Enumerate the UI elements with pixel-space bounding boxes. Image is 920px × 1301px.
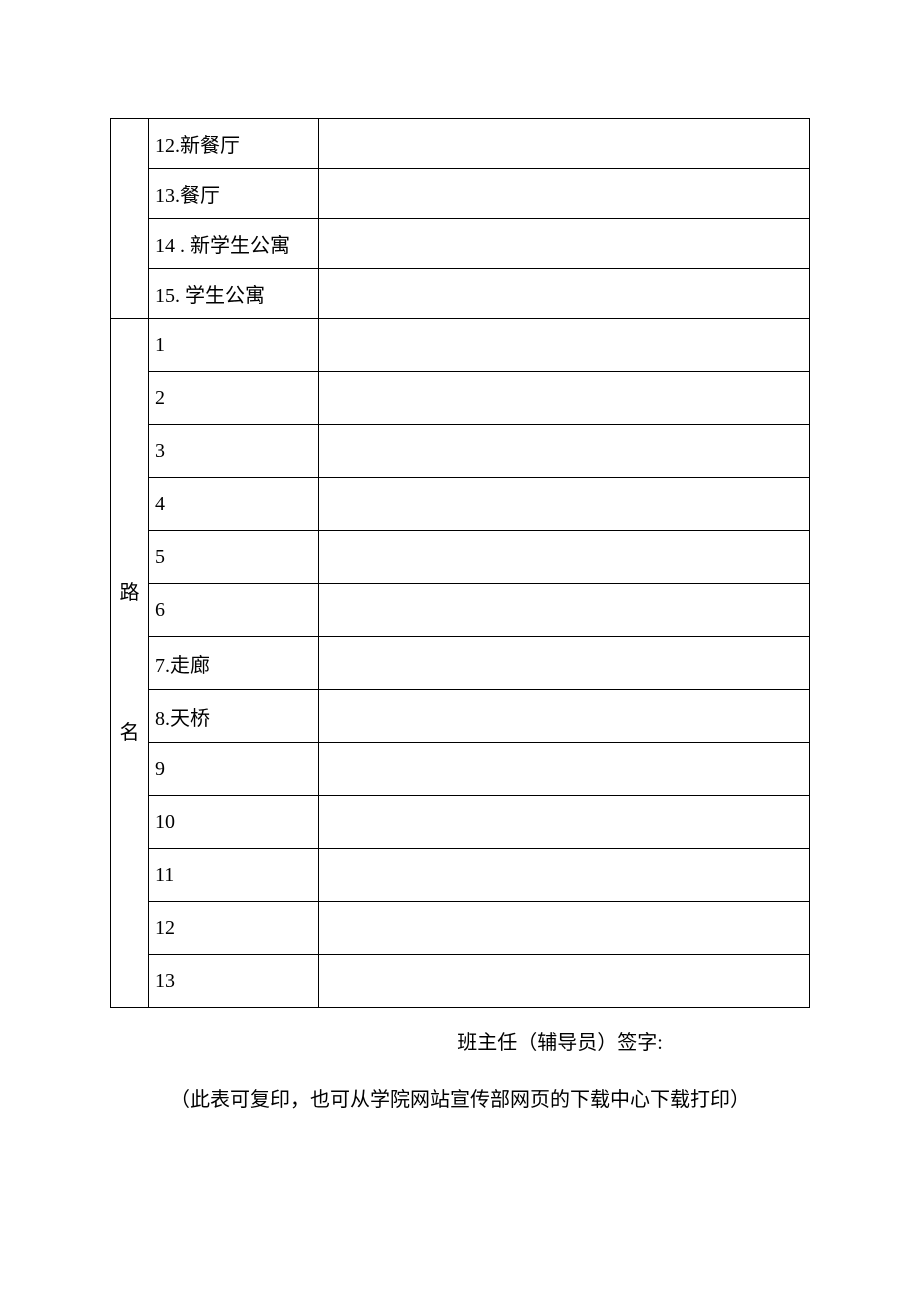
table-row: 7.走廊 xyxy=(111,637,810,690)
section2-label-cell: 2 xyxy=(149,372,319,425)
section2-label-cell: 1 xyxy=(149,319,319,372)
section2-label-cell: 8.天桥 xyxy=(149,690,319,743)
section1-label-cell: 15. 学生公寓 xyxy=(149,269,319,319)
form-page: 12.新餐厅 13.餐厅 14 . 新学生公寓 15. 学生公寓 路 名 1 xyxy=(110,118,810,1112)
table-row: 2 xyxy=(111,372,810,425)
table-row: 路 名 1 xyxy=(111,319,810,372)
table-row: 12 xyxy=(111,902,810,955)
section2-label-cell: 12 xyxy=(149,902,319,955)
section2-label-cell: 13 xyxy=(149,955,319,1008)
form-table: 12.新餐厅 13.餐厅 14 . 新学生公寓 15. 学生公寓 路 名 1 xyxy=(110,118,810,1008)
section1-value-cell[interactable] xyxy=(319,119,810,169)
table-row: 13 xyxy=(111,955,810,1008)
table-row: 13.餐厅 xyxy=(111,169,810,219)
section2-value-cell[interactable] xyxy=(319,637,810,690)
section2-value-cell[interactable] xyxy=(319,319,810,372)
section2-label-cell: 10 xyxy=(149,796,319,849)
table-row: 3 xyxy=(111,425,810,478)
table-row: 11 xyxy=(111,849,810,902)
section2-label-cell: 3 xyxy=(149,425,319,478)
table-row: 14 . 新学生公寓 xyxy=(111,219,810,269)
table-row: 12.新餐厅 xyxy=(111,119,810,169)
section2-value-cell[interactable] xyxy=(319,743,810,796)
section2-label-cell: 9 xyxy=(149,743,319,796)
table-row: 15. 学生公寓 xyxy=(111,269,810,319)
vertical-label-text: 路 名 xyxy=(120,582,140,744)
section1-value-cell[interactable] xyxy=(319,269,810,319)
table-row: 4 xyxy=(111,478,810,531)
section2-label-cell: 7.走廊 xyxy=(149,637,319,690)
table-row: 6 xyxy=(111,584,810,637)
section2-label-cell: 11 xyxy=(149,849,319,902)
signature-line: 班主任（辅导员）签字: xyxy=(110,1026,810,1055)
section2-value-cell[interactable] xyxy=(319,796,810,849)
section2-value-cell[interactable] xyxy=(319,478,810,531)
section1-label-cell: 12.新餐厅 xyxy=(149,119,319,169)
section2-vertical-label: 路 名 xyxy=(111,319,149,1008)
section2-value-cell[interactable] xyxy=(319,955,810,1008)
section2-label-cell: 5 xyxy=(149,531,319,584)
table-row: 8.天桥 xyxy=(111,690,810,743)
table-row: 9 xyxy=(111,743,810,796)
section2-label-cell: 6 xyxy=(149,584,319,637)
section1-head-cell xyxy=(111,119,149,319)
section2-value-cell[interactable] xyxy=(319,849,810,902)
section1-value-cell[interactable] xyxy=(319,219,810,269)
section2-label-cell: 4 xyxy=(149,478,319,531)
table-row: 10 xyxy=(111,796,810,849)
section1-value-cell[interactable] xyxy=(319,169,810,219)
table-row: 5 xyxy=(111,531,810,584)
section2-value-cell[interactable] xyxy=(319,425,810,478)
section1-label-cell: 13.餐厅 xyxy=(149,169,319,219)
section2-value-cell[interactable] xyxy=(319,584,810,637)
footer-note: （此表可复印，也可从学院网站宣传部网页的下载中心下载打印） xyxy=(110,1083,810,1112)
section1-label-cell: 14 . 新学生公寓 xyxy=(149,219,319,269)
section2-value-cell[interactable] xyxy=(319,531,810,584)
section2-value-cell[interactable] xyxy=(319,690,810,743)
section2-value-cell[interactable] xyxy=(319,902,810,955)
section2-value-cell[interactable] xyxy=(319,372,810,425)
